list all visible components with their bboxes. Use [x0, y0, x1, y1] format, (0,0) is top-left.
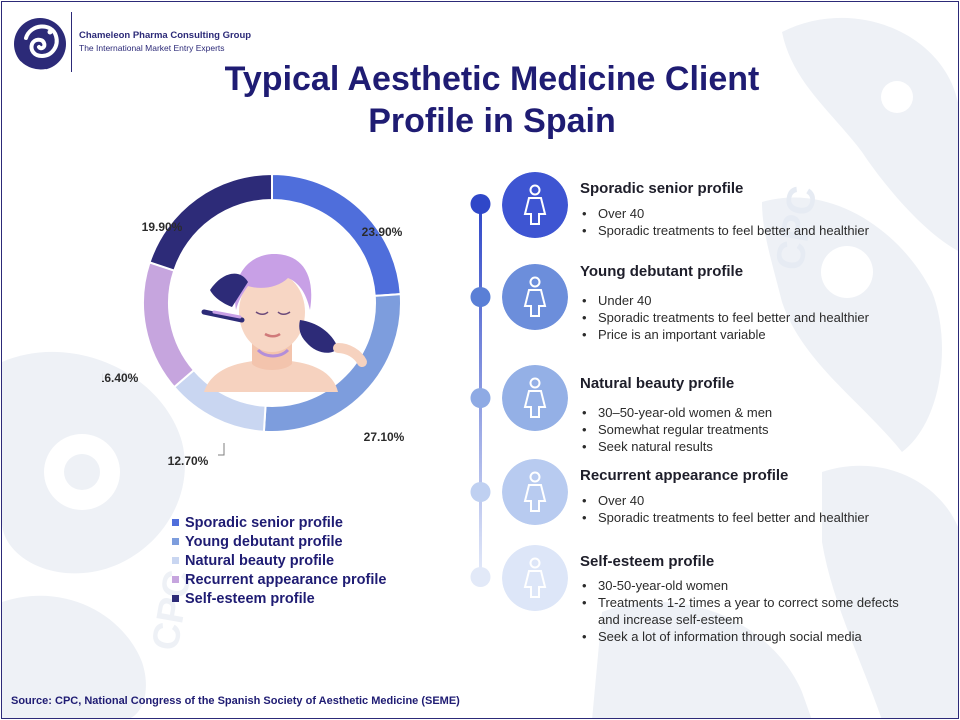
legend-swatch — [172, 576, 179, 583]
legend-item-sporadic-senior: Sporadic senior profile — [172, 513, 386, 532]
legend-label: Self-esteem profile — [185, 590, 315, 607]
logo-divider — [71, 12, 72, 72]
profile-bullet: Over 40 — [582, 205, 902, 222]
profile-bullet: Sporadic treatments to feel better and h… — [582, 509, 902, 526]
profile-timeline — [470, 194, 491, 587]
donut-labels: 23.90% 27.10% 12.70% 16.40% 19.90% — [102, 220, 405, 468]
legend-label: Young debutant profile — [185, 533, 343, 550]
timeline-dot-3 — [470, 388, 491, 408]
legend-swatch — [172, 595, 179, 602]
profile-bullet: Sporadic treatments to feel better and h… — [582, 222, 902, 239]
profile-bullet: Under 40 — [582, 292, 902, 309]
donut-slices — [142, 172, 402, 433]
profile-bullets: 30-50-year-old women Treatments 1-2 time… — [582, 577, 902, 645]
page-title-line-1: Typical Aesthetic Medicine Client — [224, 60, 760, 98]
donut-chart: 23.90% 27.10% 12.70% 16.40% 19.90% — [102, 172, 405, 468]
legend-swatch — [172, 557, 179, 564]
profile-bullet: Seek natural results — [582, 438, 902, 455]
woman-icon — [502, 365, 568, 431]
chart-legend: Sporadic senior profile Young debutant p… — [172, 513, 386, 608]
profile-title: Self-esteem profile — [580, 553, 715, 570]
profile-bullets: Over 40 Sporadic treatments to feel bett… — [582, 205, 902, 239]
legend-item-recurrent-appearance: Recurrent appearance profile — [172, 570, 386, 589]
profile-bullet: Seek a lot of information through social… — [582, 628, 902, 645]
legend-label: Sporadic senior profile — [185, 514, 343, 531]
profile-bullet: Over 40 — [582, 492, 902, 509]
legend-item-self-esteem: Self-esteem profile — [172, 589, 386, 608]
legend-swatch — [172, 538, 179, 545]
profile-title: Recurrent appearance profile — [580, 467, 789, 484]
page-title: Typical Aesthetic Medicine Client Profil… — [142, 58, 842, 142]
legend-swatch — [172, 519, 179, 526]
slice-percent-label: 12.70% — [168, 454, 209, 468]
profile-title: Sporadic senior profile — [580, 180, 744, 197]
chameleon-logo-icon — [14, 18, 66, 72]
slice-percent-label: 16.40% — [102, 371, 139, 385]
brand-name: Chameleon Pharma Consulting Group — [79, 30, 252, 41]
slice-percent-label: 19.90% — [142, 220, 183, 234]
profile-bullet: Sporadic treatments to feel better and h… — [582, 309, 902, 326]
legend-label: Recurrent appearance profile — [185, 571, 387, 588]
profile-title: Natural beauty profile — [580, 375, 735, 392]
timeline-dot-4 — [470, 482, 491, 502]
label-leader-line — [218, 443, 225, 456]
woman-icon — [502, 545, 568, 611]
timeline-dot-1 — [470, 194, 491, 214]
slice-percent-label: 23.90% — [362, 225, 403, 239]
face-illustration — [201, 254, 367, 392]
legend-item-natural-beauty: Natural beauty profile — [172, 551, 386, 570]
slice-percent-label: 27.10% — [364, 430, 405, 444]
profile-bullet: 30-50-year-old women — [582, 577, 902, 594]
brand-tagline: The International Market Entry Experts — [79, 43, 225, 53]
profile-bullets: Over 40 Sporadic treatments to feel bett… — [582, 492, 902, 526]
source-note: Source: CPC, National Congress of the Sp… — [11, 695, 460, 707]
profile-bullets: Under 40 Sporadic treatments to feel bet… — [582, 292, 902, 343]
profile-bullet: Treatments 1-2 times a year to correct s… — [582, 594, 902, 628]
woman-icon — [502, 264, 568, 330]
legend-item-young-debutant: Young debutant profile — [172, 532, 386, 551]
profile-bullet: Price is an important variable — [582, 326, 902, 343]
legend-label: Natural beauty profile — [185, 552, 335, 569]
timeline-dot-2 — [470, 287, 491, 307]
profile-bullet: 30–50-year-old women & men — [582, 404, 902, 421]
woman-icon — [502, 172, 568, 238]
page-title-line-2: Profile in Spain — [368, 102, 616, 140]
donut-slice-recurrent-appearance-profile — [142, 261, 196, 389]
donut-slice-self-esteem-profile — [148, 172, 273, 272]
profile-bullet: Somewhat regular treatments — [582, 421, 902, 438]
woman-icon — [502, 459, 568, 525]
profile-title: Young debutant profile — [580, 263, 744, 280]
profile-bullets: 30–50-year-old women & men Somewhat regu… — [582, 404, 902, 455]
timeline-dot-5 — [470, 567, 491, 587]
